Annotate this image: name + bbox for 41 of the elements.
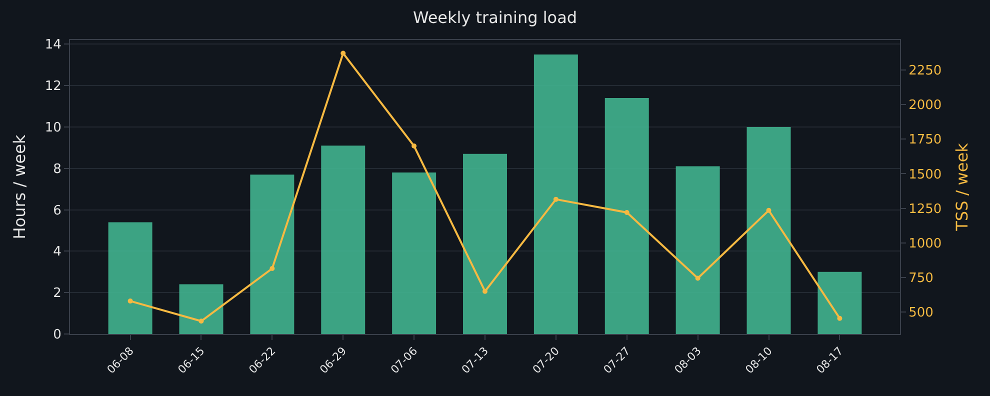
y2-tick-label: 1750 — [908, 132, 942, 148]
bar — [392, 172, 436, 334]
point — [766, 208, 772, 213]
y-tick-label: 14 — [44, 38, 62, 53]
point — [482, 288, 488, 294]
y-tick-label: 6 — [53, 203, 62, 218]
bar — [321, 146, 366, 334]
bar — [463, 154, 507, 334]
y-tick-label: 10 — [44, 120, 62, 136]
y-tick-label: 0 — [53, 328, 62, 343]
y2-tick-label: 1250 — [908, 202, 942, 217]
bar — [108, 222, 152, 334]
y-tick-label: 4 — [53, 244, 62, 260]
y-tick-label: 12 — [44, 79, 62, 94]
chart-title: Weekly training load — [412, 8, 578, 28]
y2-tick-label: 1500 — [908, 167, 942, 182]
y2-tick-label: 1000 — [908, 236, 942, 252]
bar — [250, 174, 294, 334]
y-tick-label: 2 — [53, 286, 62, 302]
bar — [604, 98, 649, 334]
point — [553, 196, 558, 202]
bar — [534, 54, 578, 334]
y2-tick-label: 2000 — [908, 98, 942, 114]
point — [128, 298, 133, 304]
y-tick-label: 8 — [53, 162, 62, 177]
point — [340, 50, 346, 56]
bar — [179, 284, 224, 334]
y2-tick-label: 750 — [908, 271, 934, 286]
y2-tick-label: 2250 — [908, 63, 942, 78]
y2-tick-label: 500 — [908, 306, 934, 321]
point — [837, 316, 842, 321]
point — [624, 210, 630, 215]
point — [412, 144, 417, 149]
point — [270, 266, 275, 272]
point — [695, 276, 700, 281]
y2-axis-title: TSS / week — [952, 142, 972, 232]
y-axis-title: Hours / week — [10, 134, 29, 240]
bar — [676, 166, 720, 334]
point — [198, 318, 204, 324]
bar — [818, 272, 862, 334]
bar — [746, 126, 791, 334]
